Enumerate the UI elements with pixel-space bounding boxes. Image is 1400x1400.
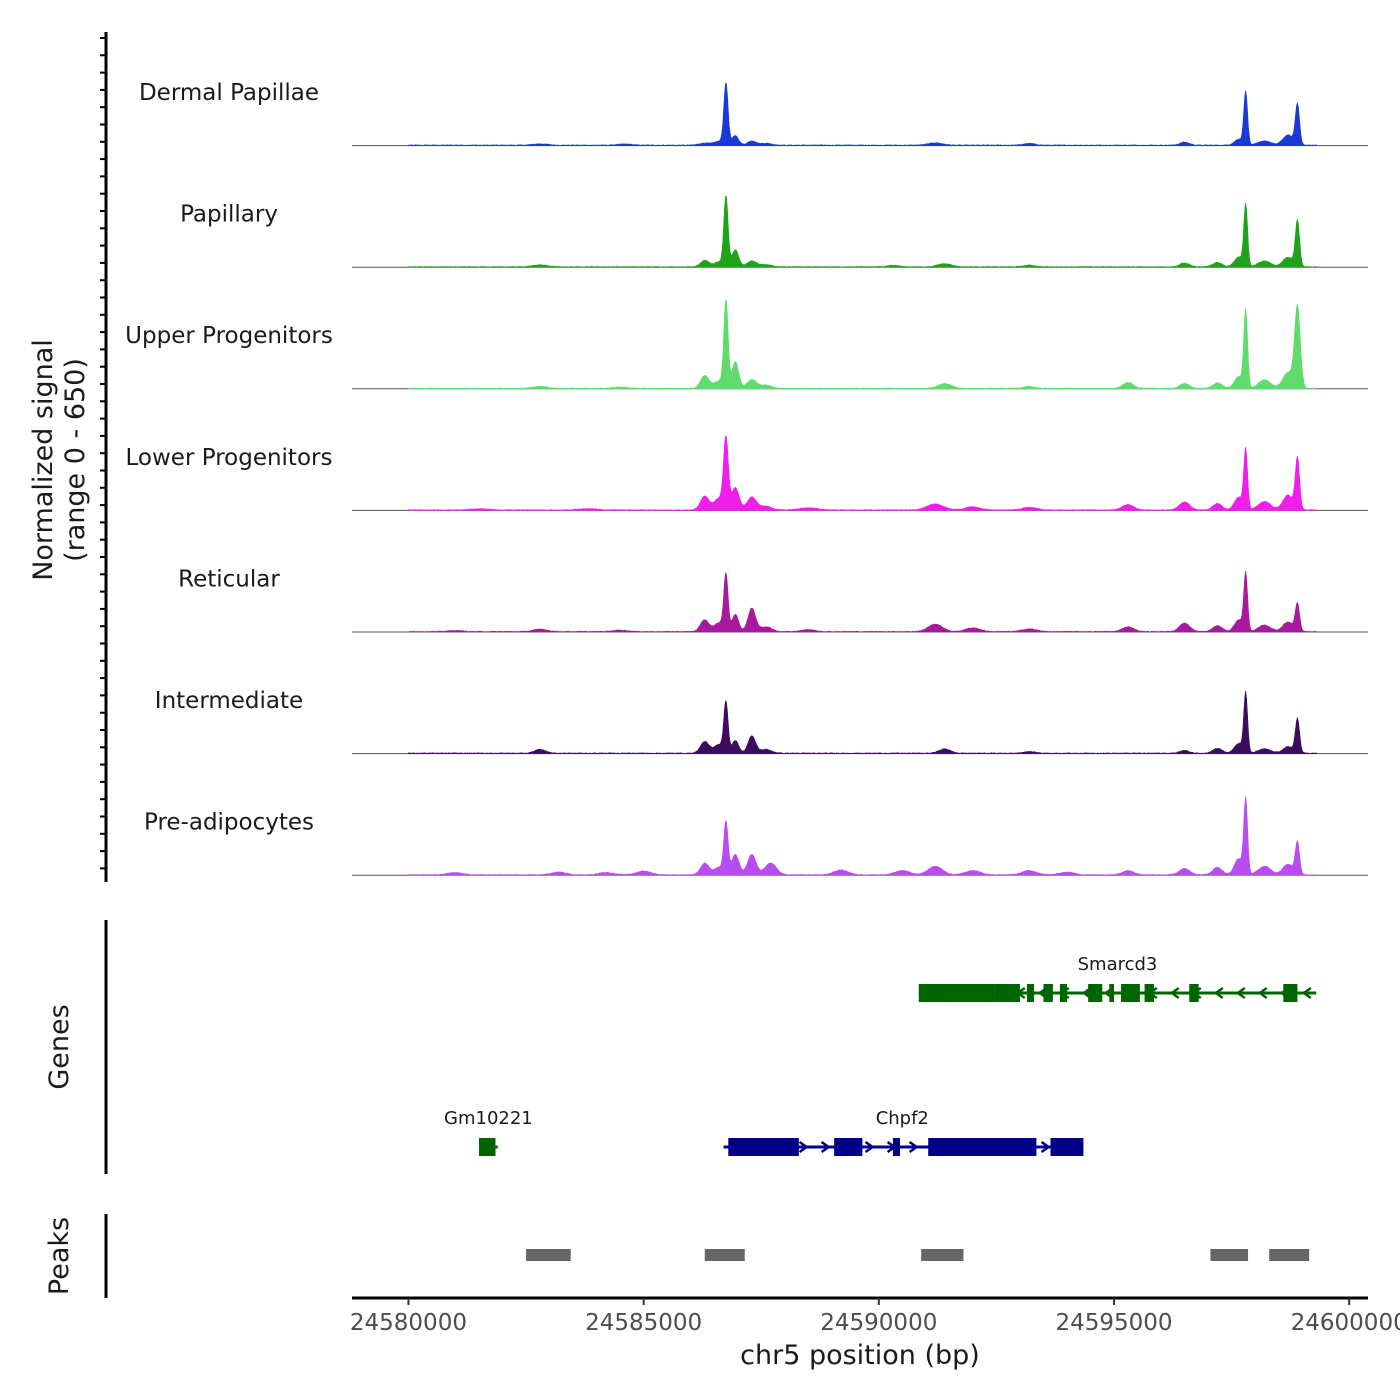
coverage-area bbox=[408, 195, 1317, 268]
coverage-track: Upper Progenitors bbox=[125, 300, 1368, 390]
coverage-track: Lower Progenitors bbox=[126, 435, 1368, 511]
gene-exon bbox=[834, 1138, 863, 1156]
gene-exon bbox=[918, 984, 995, 1002]
peak-region bbox=[526, 1249, 571, 1261]
gene-exon bbox=[479, 1138, 496, 1156]
track-label: Upper Progenitors bbox=[125, 323, 333, 349]
track-label: Intermediate bbox=[155, 688, 303, 714]
gene-exon bbox=[1050, 1138, 1084, 1156]
gene-exon bbox=[1109, 984, 1114, 1002]
peak-region bbox=[1269, 1249, 1310, 1261]
gene-label: Smarcd3 bbox=[1078, 954, 1158, 975]
signal-axis-label-line2: (range 0 - 650) bbox=[60, 358, 91, 562]
coverage-area bbox=[408, 690, 1317, 754]
gene-exon bbox=[1121, 984, 1140, 1002]
gene-exon bbox=[1144, 984, 1154, 1002]
track-label: Pre-adipocytes bbox=[144, 810, 314, 836]
gene-annotations: Smarcd3 Gm10221 Chpf2 bbox=[444, 954, 1317, 1156]
gene-exon bbox=[892, 1138, 900, 1156]
coverage-track: Papillary bbox=[180, 195, 1368, 268]
gene-exon bbox=[928, 1138, 1037, 1156]
peak-region bbox=[1210, 1249, 1249, 1261]
track-label: Papillary bbox=[180, 202, 278, 228]
x-tick-label: 24595000 bbox=[1055, 1310, 1172, 1336]
x-tick-label: 24585000 bbox=[585, 1310, 702, 1336]
gene-strand-arrow bbox=[1169, 986, 1180, 1000]
track-label: Reticular bbox=[178, 566, 280, 592]
gene-gm10221: Gm10221 bbox=[444, 1108, 533, 1156]
coverage-area bbox=[408, 796, 1317, 876]
gene-chpf2: Chpf2 bbox=[723, 1108, 1084, 1156]
peak-region bbox=[704, 1249, 745, 1261]
coverage-area bbox=[408, 570, 1317, 633]
gene-exon bbox=[994, 984, 1020, 1002]
track-label: Lower Progenitors bbox=[126, 445, 333, 471]
signal-y-axis-ticks bbox=[100, 37, 106, 870]
x-tick-label: 24580000 bbox=[350, 1310, 467, 1336]
peak-region bbox=[921, 1249, 964, 1261]
gene-strand-arrow bbox=[820, 1140, 831, 1154]
coverage-track: Intermediate bbox=[155, 688, 1368, 755]
coverage-area bbox=[408, 82, 1317, 146]
coverage-area bbox=[408, 300, 1317, 390]
gene-label: Gm10221 bbox=[444, 1108, 533, 1129]
gene-smarcd3: Smarcd3 bbox=[918, 954, 1317, 1002]
gene-exon bbox=[1088, 984, 1103, 1002]
gene-exon bbox=[1189, 984, 1199, 1002]
gene-strand-arrow bbox=[1301, 986, 1312, 1000]
coverage-track: Reticular bbox=[178, 566, 1368, 633]
gene-exon bbox=[1026, 984, 1035, 1002]
gene-exon bbox=[728, 1138, 799, 1156]
gene-strand-arrow bbox=[908, 1140, 919, 1154]
x-tick-label: 24600000 bbox=[1291, 1310, 1400, 1336]
genes-axis-label: Genes bbox=[44, 1004, 75, 1089]
coverage-tracks: Dermal Papillae Papillary Upper Progenitor… bbox=[125, 80, 1368, 876]
peaks-axis-label: Peaks bbox=[44, 1217, 75, 1295]
x-axis-ticks: 24580000 24585000 24590000 24595000 24600000 bbox=[350, 1298, 1400, 1336]
signal-axis-label-line1: Normalized signal bbox=[28, 339, 59, 581]
gene-strand-arrow bbox=[864, 1140, 875, 1154]
coverage-track: Dermal Papillae bbox=[139, 80, 1368, 147]
coverage-track: Pre-adipocytes bbox=[144, 796, 1368, 876]
gene-exon bbox=[1283, 984, 1298, 1002]
gene-strand-arrow bbox=[1235, 986, 1246, 1000]
track-label: Dermal Papillae bbox=[139, 80, 319, 106]
gene-strand-arrow bbox=[1257, 986, 1268, 1000]
coverage-area bbox=[408, 435, 1317, 511]
gene-label: Chpf2 bbox=[876, 1108, 929, 1129]
gene-strand-arrow bbox=[1213, 986, 1224, 1000]
gene-strand-arrow bbox=[1040, 1140, 1051, 1154]
gene-exon bbox=[1043, 984, 1053, 1002]
x-tick-label: 24590000 bbox=[820, 1310, 937, 1336]
peak-regions bbox=[526, 1249, 1310, 1261]
gene-exon bbox=[1059, 984, 1067, 1002]
x-axis-label: chr5 position (bp) bbox=[740, 1340, 980, 1371]
gene-strand-arrow bbox=[798, 1140, 809, 1154]
